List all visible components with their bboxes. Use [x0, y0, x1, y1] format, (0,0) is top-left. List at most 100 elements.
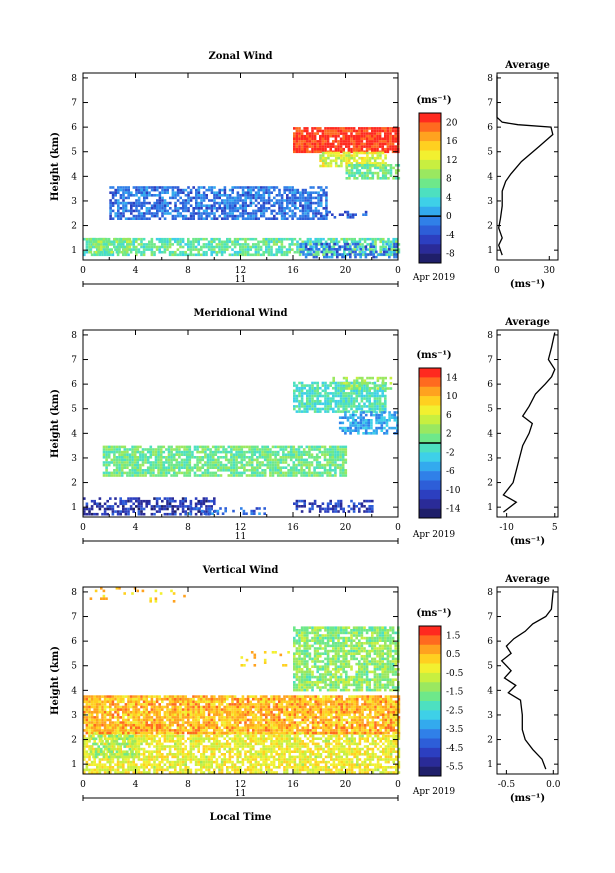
heatmap-cell [380, 253, 383, 256]
heatmap-cell [364, 245, 368, 248]
heatmap-cell [214, 466, 218, 469]
heatmap-cell [224, 450, 228, 454]
heatmap-cell [297, 450, 301, 454]
heatmap-cell [295, 150, 299, 154]
heatmap-cell [319, 199, 323, 202]
heatmap-cell [133, 469, 137, 472]
heatmap-cell [213, 240, 216, 244]
heatmap-cell [293, 207, 297, 210]
heatmap-cell [218, 237, 221, 241]
heatmap-cell [278, 201, 281, 205]
heatmap-cell [213, 250, 216, 254]
heatmap-cell [262, 196, 266, 200]
heatmap-cell [194, 505, 198, 508]
heatmap-cell [200, 199, 203, 202]
heatmap-cell [168, 740, 172, 743]
heatmap-cell [262, 734, 265, 738]
heatmap-cell [150, 212, 154, 215]
heatmap-cell [285, 747, 289, 751]
heatmap-cell [208, 186, 211, 189]
heatmap-cell [105, 463, 108, 467]
heatmap-cell [208, 207, 211, 210]
heatmap-cell [90, 512, 94, 516]
heatmap-cell [356, 248, 359, 251]
heatmap-cell [111, 512, 115, 516]
heatmap-cell [293, 389, 296, 393]
heatmap-cell [315, 245, 318, 248]
heatmap-cell [215, 194, 219, 197]
heatmap-cell [384, 177, 388, 180]
heatmap-cell [140, 204, 143, 207]
heatmap-cell [123, 237, 126, 241]
heatmap-cell [97, 245, 100, 249]
y-tick-label: 1 [71, 246, 77, 256]
heatmap-cell [355, 147, 358, 151]
heatmap-cell [219, 463, 223, 467]
heatmap-cell [123, 453, 127, 456]
heatmap-cell [295, 129, 299, 133]
heatmap-cell [328, 461, 332, 464]
heatmap-cell [198, 461, 202, 464]
heatmap-cell [286, 199, 289, 202]
heatmap-cell [224, 463, 228, 467]
heatmap-cell [334, 159, 338, 163]
heatmap-cell [306, 745, 310, 748]
heatmap-cell [358, 151, 361, 155]
heatmap-cell [350, 129, 353, 133]
heatmap-cell [336, 255, 339, 259]
heatmap-cell [308, 134, 312, 138]
heatmap-cell [314, 214, 318, 218]
heatmap-cell [291, 209, 294, 213]
heatmap-cell [339, 384, 343, 387]
heatmap-cell [321, 450, 324, 454]
heatmap-cell [314, 209, 318, 213]
heatmap-cell [371, 510, 374, 513]
heatmap-cell [174, 734, 177, 738]
heatmap-cell [371, 248, 375, 251]
heatmap-cell [157, 471, 160, 475]
heatmap-cell [183, 471, 186, 475]
heatmap-cell [171, 734, 174, 738]
heatmap-cell [326, 397, 330, 400]
heatmap-cell [171, 188, 175, 192]
heatmap-cell [350, 734, 354, 738]
colorbar-swatch [419, 377, 441, 388]
heatmap-cell [300, 399, 304, 403]
heatmap-cell [204, 474, 207, 477]
heatmap-cell [167, 471, 171, 475]
heatmap-cell [323, 448, 327, 451]
heatmap-cell [327, 164, 330, 168]
heatmap-cell [364, 253, 368, 256]
heatmap-cell [363, 132, 366, 135]
heatmap-cell [384, 734, 388, 738]
heatmap-cell [175, 450, 179, 454]
heatmap-cell [324, 745, 328, 748]
heatmap-cell [191, 450, 194, 454]
heatmap-cell [363, 505, 366, 508]
heatmap-cell [358, 747, 362, 751]
heatmap-cell [295, 147, 299, 151]
heatmap-cell [381, 387, 385, 390]
heatmap-cell [339, 392, 343, 395]
heatmap-cell [226, 734, 229, 738]
heatmap-cell [335, 237, 338, 241]
heatmap-cell [366, 164, 369, 167]
heatmap-cell [355, 394, 358, 398]
heatmap-cell [226, 245, 229, 249]
heatmap-cell [303, 410, 306, 413]
heatmap-cell [293, 132, 296, 135]
heatmap-cell [332, 392, 335, 395]
heatmap-cell [223, 250, 226, 254]
heatmap-cells [83, 376, 399, 516]
heatmap-cell [110, 448, 114, 451]
heatmap-cell [339, 397, 343, 400]
heatmap-cell [148, 248, 151, 251]
heatmap-cell [340, 742, 343, 746]
y-tick-label: 5 [71, 148, 77, 158]
heatmap-cell [275, 217, 279, 220]
heatmap-cell [324, 127, 327, 130]
heatmap-cell [201, 466, 205, 469]
heatmap-cell [249, 191, 253, 194]
heatmap-cell [352, 505, 356, 508]
heatmap-cell [365, 147, 369, 151]
